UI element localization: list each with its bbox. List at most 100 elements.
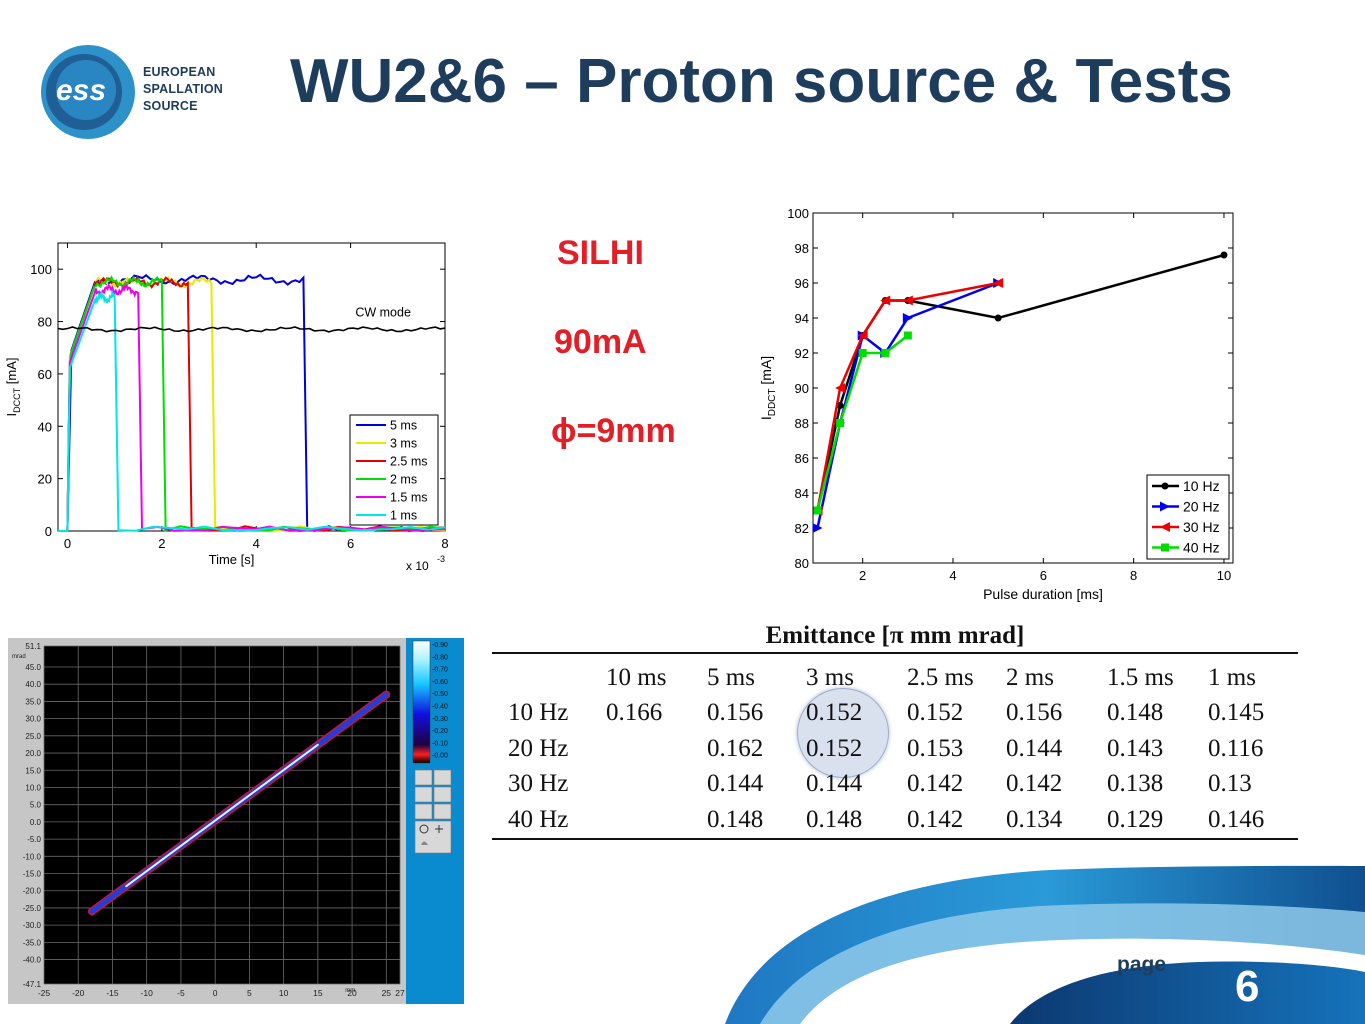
y-tick-label: 25.0: [25, 732, 41, 741]
colorbar-tick-label: -0.70: [432, 667, 448, 674]
table-cell: 10 ms: [606, 663, 667, 691]
data-point: [835, 383, 846, 393]
colorbar-tick-label: -0.90: [432, 642, 448, 649]
toolbar-button: [414, 769, 433, 786]
note-current: 90mA: [554, 323, 647, 361]
table-cell: 1.5 ms: [1107, 663, 1174, 691]
y-tick-label: 92: [795, 346, 809, 361]
table-cell: 0.134: [1006, 805, 1063, 833]
table-cell: [606, 731, 707, 767]
data-point: [902, 313, 913, 323]
legend-entry: 1.5 ms: [390, 491, 428, 505]
x-exponent: x 10: [406, 559, 429, 573]
data-point: [836, 419, 845, 427]
table-cell: 0.142: [1006, 770, 1063, 798]
y-tick-label: 0.0: [30, 818, 42, 827]
page-label: page: [1117, 953, 1167, 976]
y-tick-label: 100: [787, 206, 809, 221]
series-40Hz: [813, 331, 912, 515]
x-tick-label: -25: [38, 988, 51, 998]
crosshair-icon: [435, 825, 443, 833]
x-tick-label: 25: [382, 988, 392, 998]
data-point: [994, 314, 1002, 322]
y-tick-label: 5.0: [30, 801, 42, 810]
x-tick-label: 0: [213, 988, 218, 998]
y-tick-label: 0: [45, 524, 52, 539]
table-cell: 0.144: [1006, 734, 1063, 762]
x-tick-label: 4: [253, 536, 260, 551]
data-point: [1161, 543, 1169, 552]
table-cell: 0.152: [907, 699, 964, 727]
table-cell: 0.148: [707, 805, 764, 833]
x-tick-label: 27: [395, 988, 405, 998]
data-point: [857, 330, 868, 341]
x-tick-label: 10: [1217, 568, 1231, 583]
y-tick-label: 20.0: [25, 749, 41, 758]
x-tick-label: 10: [279, 988, 289, 998]
zoom-icon: [419, 824, 429, 834]
y-tick-label: -30.0: [23, 921, 42, 930]
beam-core: [125, 743, 319, 888]
legend-entry: 5 ms: [390, 419, 417, 433]
page-number: 6: [1235, 962, 1260, 1011]
y-tick-label: -40.0: [23, 956, 42, 965]
y-tick-label: 51.1: [25, 642, 41, 651]
note-diameter: ϕ=9mm: [551, 412, 676, 450]
logo-line: SOURCE: [143, 99, 198, 113]
page-title: WU2&6 – Proton source & Tests: [290, 47, 1233, 116]
table-cell: 0.138: [1107, 770, 1164, 798]
table-cell: 0.152: [806, 699, 863, 727]
logo-line: SPALLATION: [143, 82, 224, 96]
table-cell: [606, 802, 707, 839]
table-cell: 0.142: [907, 770, 964, 798]
legend-entry: 2.5 ms: [390, 455, 428, 469]
x-tick-label: 4: [949, 568, 956, 583]
toolbar-button: [414, 786, 433, 803]
y-tick-label: -15.0: [23, 870, 42, 879]
table-cell: 0.144: [806, 770, 863, 798]
note-source: SILHI: [557, 234, 644, 272]
x-tick-label: 15: [313, 988, 323, 998]
y-tick-label: 40.0: [25, 680, 41, 689]
legend-box: [349, 414, 439, 526]
y-tick-label: 20: [38, 472, 52, 487]
table-cell: 0.13: [1208, 770, 1252, 798]
data-point: [902, 295, 913, 306]
y-tick-label: 98: [795, 241, 809, 256]
legend-entry: 10 Hz: [1183, 478, 1220, 494]
y-tick-label: 15.0: [25, 766, 41, 775]
table-cell: 0.142: [907, 805, 964, 833]
colorbar-tick-label: -0.60: [432, 679, 448, 686]
logo-abbrev: ess: [56, 74, 106, 107]
colorbar-tick-label: -0.00: [432, 753, 448, 760]
table-cell: 0.152: [806, 734, 863, 762]
legend-entry: 3 ms: [390, 437, 417, 451]
table-cell: 0.116: [1208, 734, 1264, 762]
y-tick-label: -10.0: [23, 852, 42, 861]
cw-mode-line: [57, 326, 446, 333]
colorbar-tick-label: -0.20: [432, 728, 448, 735]
table-header-row: 10 ms 5 ms 3 ms 2.5 ms 2 ms 1.5 ms 1 ms: [492, 653, 1298, 696]
y-tick-label: -47.1: [23, 980, 42, 989]
table-cell: 0.148: [1107, 699, 1164, 727]
row-label: 30 Hz: [508, 770, 569, 798]
table-cell: 0.162: [707, 734, 764, 762]
x-tick-label: 8: [1130, 568, 1137, 583]
row-label: 20 Hz: [508, 734, 569, 762]
y-tick-label: 45.0: [25, 663, 41, 672]
x-tick-label: -20: [72, 988, 85, 998]
x-tick-label: 2: [859, 568, 866, 583]
current-pulse-chart: 2 4 6 8 10 80 82 84 86 88 90 92 94 96 98 100 Pulse durat…: [758, 206, 1234, 602]
data-point: [903, 331, 912, 340]
x-tick-label: 6: [347, 536, 354, 551]
x-tick-label: -5: [177, 988, 185, 998]
colorbar: [412, 640, 431, 764]
legend-entry: 30 Hz: [1183, 519, 1220, 535]
x-tick-label: 2: [158, 536, 165, 551]
data-point: [1160, 501, 1170, 512]
y-tick-label: 82: [795, 521, 809, 536]
series-line: [816, 281, 999, 511]
row-label: 40 Hz: [508, 805, 569, 833]
row-label: [492, 653, 606, 696]
x-tick-label: 20: [347, 988, 357, 998]
